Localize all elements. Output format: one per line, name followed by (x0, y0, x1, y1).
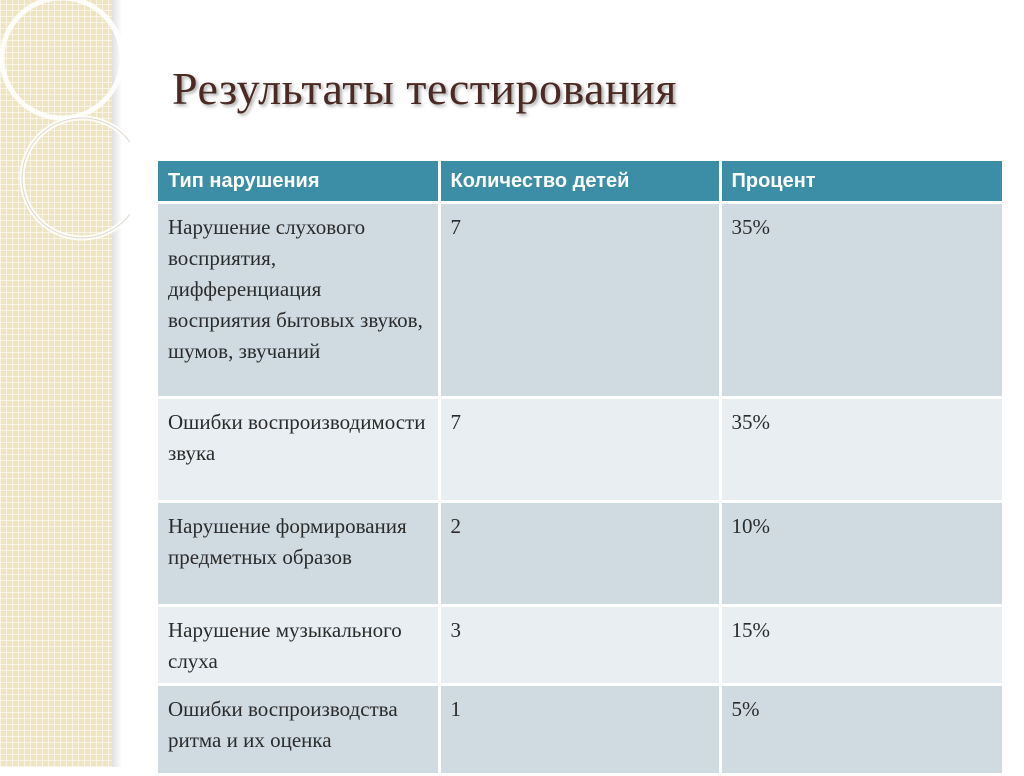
table-row: Ошибки воспроизводимости звука 7 35% (158, 397, 1002, 503)
cell-percent: 15% (720, 605, 1002, 686)
cell-children-count: 1 (439, 684, 722, 776)
decorative-circles (0, 0, 130, 241)
cell-percent: 35% (720, 202, 1002, 399)
cell-children-count: 2 (439, 501, 722, 607)
cell-violation-type: Нарушение формирования предметных образо… (158, 501, 441, 607)
side-strip-shadow (112, 0, 122, 767)
cell-percent: 35% (720, 397, 1002, 503)
table-row: Нарушение музыкального слуха 3 15% (158, 605, 1002, 686)
table-row: Нарушение формирования предметных образо… (158, 501, 1002, 607)
header-violation-type: Тип нарушения (158, 161, 441, 204)
table-row: Ошибки воспроизводства ритма и их оценка… (158, 684, 1002, 776)
slide-title: Результаты тестирования (172, 63, 677, 114)
cell-percent: 10% (720, 501, 1002, 607)
cell-children-count: 7 (439, 202, 722, 399)
cell-percent: 5% (720, 684, 1002, 776)
cell-children-count: 7 (439, 397, 722, 503)
header-percent: Процент (720, 161, 1002, 204)
decorative-side-strip (0, 0, 112, 767)
header-children-count: Количество детей (439, 161, 722, 204)
results-table: Тип нарушения Количество детей Процент Н… (158, 161, 1002, 776)
table-header-row: Тип нарушения Количество детей Процент (158, 161, 1002, 204)
cell-violation-type: Нарушение музыкального слуха (158, 605, 441, 686)
cell-violation-type: Нарушение слухового восприятия, дифферен… (158, 202, 441, 399)
cell-violation-type: Ошибки воспроизводства ритма и их оценка (158, 684, 441, 776)
table-row: Нарушение слухового восприятия, дифферен… (158, 202, 1002, 399)
cell-violation-type: Ошибки воспроизводимости звука (158, 397, 441, 503)
cell-children-count: 3 (439, 605, 722, 686)
